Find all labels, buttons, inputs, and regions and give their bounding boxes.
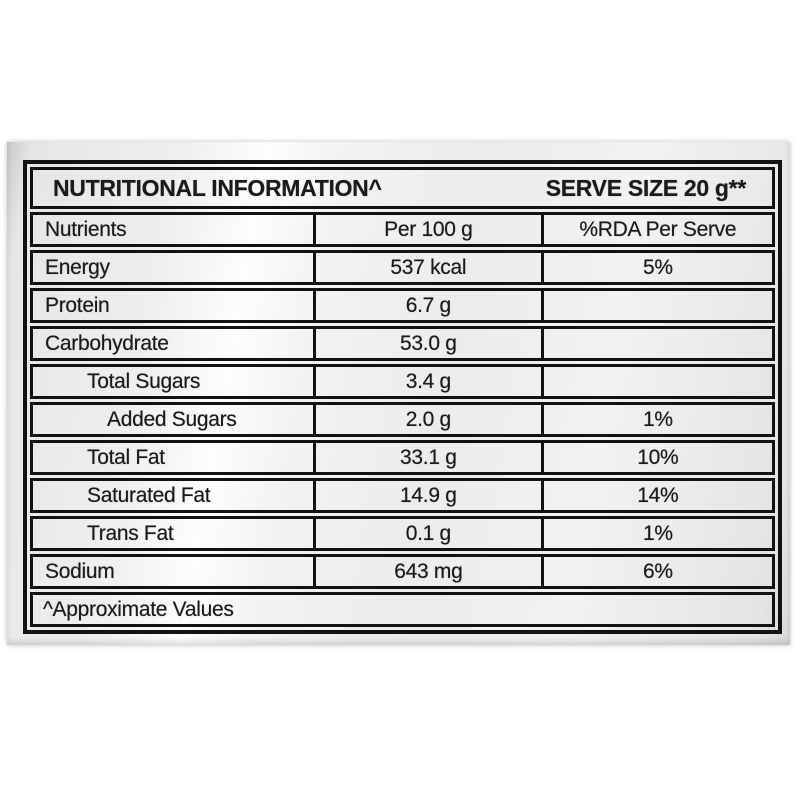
nutrient-name: Saturated Fat <box>87 483 211 507</box>
per-100g-value: 33.1 g <box>400 445 457 469</box>
nutrient-name: Energy <box>45 255 110 279</box>
per-100g-cell: 2.0 g <box>316 405 544 434</box>
nutrient-name-cell: Protein <box>33 291 317 320</box>
nutrition-table: NUTRITIONAL INFORMATION^ SERVE SIZE 20 g… <box>23 160 782 634</box>
per-100g-value: 3.4 g <box>405 369 452 393</box>
nutrient-name: Carbohydrate <box>45 331 169 355</box>
per-100g-value: 6.7 g <box>405 293 452 317</box>
per-100g-cell: 6.7 g <box>316 291 544 320</box>
nutrition-label: NUTRITIONAL INFORMATION^ SERVE SIZE 20 g… <box>7 142 790 645</box>
column-header-rda-label: %RDA Per Serve <box>579 217 737 241</box>
column-header-nutrients-label: Nutrients <box>45 217 127 241</box>
nutrient-name: Protein <box>45 293 110 317</box>
nutrient-name: Total Sugars <box>87 369 201 393</box>
table-row: Protein 6.7 g <box>30 288 775 323</box>
column-header-per-100g: Per 100 g <box>316 215 544 244</box>
table-row: Carbohydrate 53.0 g <box>30 326 775 361</box>
nutrient-name-cell: Added Sugars <box>33 405 317 434</box>
nutrient-name-cell: Energy <box>33 253 317 282</box>
rda-cell: 1% <box>544 519 772 548</box>
rda-value: 6% <box>642 559 673 583</box>
column-header-row: Nutrients Per 100 g %RDA Per Serve <box>30 212 775 247</box>
per-100g-cell: 643 mg <box>316 557 544 586</box>
rda-value: 1% <box>642 407 673 431</box>
footnote-row: ^Approximate Values <box>30 592 775 627</box>
column-header-per-100g-label: Per 100 g <box>384 217 473 241</box>
rda-cell <box>544 291 772 320</box>
table-row: Total Fat 33.1 g 10% <box>30 440 775 475</box>
per-100g-cell: 3.4 g <box>316 367 544 396</box>
per-100g-cell: 0.1 g <box>316 519 544 548</box>
rda-cell: 14% <box>544 481 772 510</box>
nutrient-name-cell: Sodium <box>33 557 317 586</box>
per-100g-cell: 14.9 g <box>316 481 544 510</box>
table-row: Total Sugars 3.4 g <box>30 364 775 399</box>
per-100g-value: 0.1 g <box>405 521 452 545</box>
nutrient-name-cell: Carbohydrate <box>33 329 317 358</box>
table-row: Trans Fat 0.1 g 1% <box>30 516 775 551</box>
nutrient-name: Total Fat <box>87 445 165 469</box>
per-100g-value: 2.0 g <box>405 407 452 431</box>
nutrient-name-cell: Saturated Fat <box>33 481 317 510</box>
column-header-rda: %RDA Per Serve <box>544 215 772 244</box>
rda-cell: 10% <box>544 443 772 472</box>
nutrient-name-cell: Total Fat <box>33 443 317 472</box>
serve-size-label: SERVE SIZE 20 g** <box>545 174 747 201</box>
rda-cell: 1% <box>544 405 772 434</box>
rda-cell: 5% <box>544 253 772 282</box>
nutrient-name-cell: Total Sugars <box>33 367 317 396</box>
table-row: Added Sugars 2.0 g 1% <box>30 402 775 437</box>
per-100g-cell: 53.0 g <box>316 329 544 358</box>
per-100g-value: 14.9 g <box>400 483 457 507</box>
rda-value: 10% <box>637 445 679 469</box>
table-row: Saturated Fat 14.9 g 14% <box>30 478 775 513</box>
table-row: Energy 537 kcal 5% <box>30 250 775 285</box>
rda-value: 1% <box>642 521 673 545</box>
per-100g-cell: 537 kcal <box>316 253 544 282</box>
rda-cell <box>544 329 772 358</box>
per-100g-value: 53.0 g <box>400 331 457 355</box>
rda-value: 14% <box>637 483 679 507</box>
rda-cell: 6% <box>544 557 772 586</box>
table-row: Sodium 643 mg 6% <box>30 554 775 589</box>
rda-cell <box>544 367 772 396</box>
column-header-nutrients: Nutrients <box>33 215 317 244</box>
footnote-text: ^Approximate Values <box>43 597 234 621</box>
nutrient-name-cell: Trans Fat <box>33 519 317 548</box>
nutrient-name: Added Sugars <box>107 407 237 431</box>
rda-value: 5% <box>642 255 673 279</box>
table-title: NUTRITIONAL INFORMATION^ <box>53 174 382 201</box>
nutrient-name: Sodium <box>45 559 115 583</box>
per-100g-value: 537 kcal <box>390 255 467 279</box>
nutrient-name: Trans Fat <box>87 521 174 545</box>
per-100g-cell: 33.1 g <box>316 443 544 472</box>
table-title-row: NUTRITIONAL INFORMATION^ SERVE SIZE 20 g… <box>30 167 775 209</box>
per-100g-value: 643 mg <box>394 559 463 583</box>
